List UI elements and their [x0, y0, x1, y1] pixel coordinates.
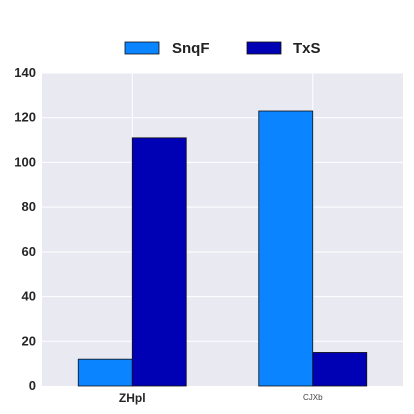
- bar-txs-zhpl: [131, 137, 187, 387]
- legend-swatch-snqf: [124, 41, 160, 55]
- y-tick-label: 120: [14, 110, 36, 125]
- bars: [77, 110, 368, 387]
- legend-swatch-txs: [246, 41, 282, 55]
- bar-txs-cjxb: [312, 352, 368, 387]
- legend-label-snqf: SnqF: [172, 40, 210, 57]
- y-tick-label: 140: [14, 65, 36, 80]
- legend-label-txs: TxS: [293, 40, 321, 57]
- x-tick-label: ZHpl: [119, 391, 146, 405]
- legend: SnqF TxS: [124, 40, 321, 57]
- y-tick-label: 100: [14, 154, 36, 169]
- x-tick-label: CJXb: [303, 393, 323, 402]
- bar-snqf-zhpl: [77, 358, 133, 387]
- y-axis-ticks: 0 20 40 60 80 100 120 140: [14, 65, 36, 393]
- plot-area: [42, 73, 403, 386]
- y-tick-label: 40: [22, 289, 36, 304]
- y-tick-label: 60: [22, 244, 36, 259]
- y-tick-label: 20: [22, 333, 36, 348]
- y-tick-label: 80: [22, 199, 36, 214]
- x-axis-ticks: ZHpl CJXb: [119, 391, 323, 405]
- bar-snqf-cjxb: [258, 110, 314, 387]
- y-tick-label: 0: [29, 378, 36, 393]
